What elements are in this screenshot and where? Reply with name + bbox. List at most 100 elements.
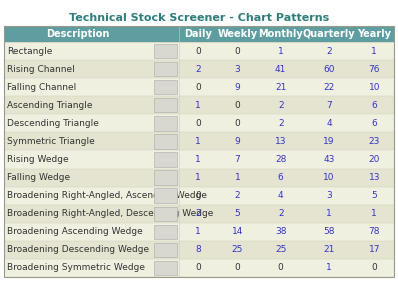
Text: Broadening Right-Angled, Descending Wedge: Broadening Right-Angled, Descending Wedg…: [7, 209, 213, 218]
Text: 0: 0: [195, 191, 201, 200]
Bar: [4, 241, 394, 259]
Text: 7: 7: [326, 101, 332, 110]
Text: Falling Channel: Falling Channel: [7, 83, 76, 92]
Text: 2: 2: [278, 101, 283, 110]
Text: 22: 22: [324, 83, 335, 92]
Text: Symmetric Triangle: Symmetric Triangle: [7, 137, 95, 146]
Text: Daily: Daily: [184, 29, 212, 39]
Text: Broadening Symmetric Wedge: Broadening Symmetric Wedge: [7, 264, 145, 273]
Text: 60: 60: [323, 65, 335, 74]
Text: 13: 13: [275, 137, 287, 146]
Text: 17: 17: [369, 245, 380, 254]
Text: 10: 10: [369, 83, 380, 92]
Bar: [4, 187, 394, 205]
Text: 8: 8: [195, 245, 201, 254]
Text: 76: 76: [369, 65, 380, 74]
Text: 9: 9: [234, 137, 240, 146]
Text: 2: 2: [234, 191, 240, 200]
Bar: [154, 44, 177, 58]
Text: 0: 0: [195, 83, 201, 92]
Text: 38: 38: [275, 227, 287, 236]
Text: 21: 21: [323, 245, 335, 254]
Text: 23: 23: [369, 137, 380, 146]
Text: 0: 0: [234, 47, 240, 56]
Text: 5: 5: [371, 191, 377, 200]
Text: 1: 1: [195, 137, 201, 146]
Bar: [154, 116, 177, 131]
Bar: [4, 78, 394, 96]
Text: Weekly: Weekly: [217, 29, 258, 39]
Text: 7: 7: [234, 155, 240, 164]
Text: 25: 25: [232, 245, 243, 254]
Bar: [154, 98, 177, 112]
Text: 3: 3: [326, 191, 332, 200]
Text: 10: 10: [323, 173, 335, 182]
Text: 0: 0: [195, 47, 201, 56]
Text: 1: 1: [371, 47, 377, 56]
Bar: [4, 169, 394, 187]
Bar: [154, 152, 177, 167]
Text: Broadening Ascending Wedge: Broadening Ascending Wedge: [7, 227, 143, 236]
Text: 6: 6: [371, 101, 377, 110]
Text: 6: 6: [278, 173, 284, 182]
Bar: [154, 243, 177, 257]
Text: 43: 43: [323, 155, 335, 164]
Text: Rectangle: Rectangle: [7, 47, 53, 56]
Text: 0: 0: [234, 119, 240, 128]
Text: 6: 6: [371, 119, 377, 128]
Bar: [154, 134, 177, 149]
Text: Broadening Right-Angled, Ascending Wedge: Broadening Right-Angled, Ascending Wedge: [7, 191, 207, 200]
Bar: [4, 96, 394, 114]
Text: 78: 78: [369, 227, 380, 236]
Text: 1: 1: [234, 173, 240, 182]
Text: 1: 1: [278, 47, 284, 56]
Text: Descending Triangle: Descending Triangle: [7, 119, 99, 128]
Text: 19: 19: [323, 137, 335, 146]
Text: Description: Description: [46, 29, 109, 39]
Text: Falling Wedge: Falling Wedge: [7, 173, 70, 182]
Text: 2: 2: [195, 65, 201, 74]
Bar: [4, 114, 394, 132]
Bar: [4, 150, 394, 169]
Text: 0: 0: [371, 264, 377, 273]
Bar: [154, 225, 177, 239]
Bar: [154, 80, 177, 94]
Text: Rising Wedge: Rising Wedge: [7, 155, 68, 164]
Text: 1: 1: [195, 155, 201, 164]
Text: 14: 14: [232, 227, 243, 236]
Text: Broadening Descending Wedge: Broadening Descending Wedge: [7, 245, 149, 254]
Text: Quarterly: Quarterly: [303, 29, 355, 39]
Text: 25: 25: [275, 245, 287, 254]
Bar: [4, 223, 394, 241]
Bar: [4, 205, 394, 223]
Text: 1: 1: [326, 209, 332, 218]
Text: 1: 1: [326, 264, 332, 273]
Bar: [4, 132, 394, 150]
Text: 1: 1: [195, 101, 201, 110]
Text: 2: 2: [278, 119, 283, 128]
Text: 13: 13: [369, 173, 380, 182]
Text: 5: 5: [234, 209, 240, 218]
Bar: [154, 261, 177, 275]
Text: 41: 41: [275, 65, 287, 74]
Text: 1: 1: [195, 227, 201, 236]
Text: 1: 1: [371, 209, 377, 218]
Text: 58: 58: [323, 227, 335, 236]
Text: 2: 2: [326, 47, 332, 56]
Bar: [4, 60, 394, 78]
Bar: [4, 26, 394, 42]
Text: 4: 4: [278, 191, 283, 200]
Text: 21: 21: [275, 83, 287, 92]
Text: 2: 2: [278, 209, 283, 218]
Text: 0: 0: [195, 264, 201, 273]
Text: 0: 0: [234, 264, 240, 273]
Text: 2: 2: [195, 209, 201, 218]
Bar: [154, 170, 177, 185]
Text: 0: 0: [234, 101, 240, 110]
Text: 9: 9: [234, 83, 240, 92]
Text: Technical Stock Screener - Chart Patterns: Technical Stock Screener - Chart Pattern…: [69, 13, 329, 23]
Text: 0: 0: [278, 264, 284, 273]
Bar: [4, 26, 394, 277]
Text: 20: 20: [369, 155, 380, 164]
Text: 0: 0: [195, 119, 201, 128]
